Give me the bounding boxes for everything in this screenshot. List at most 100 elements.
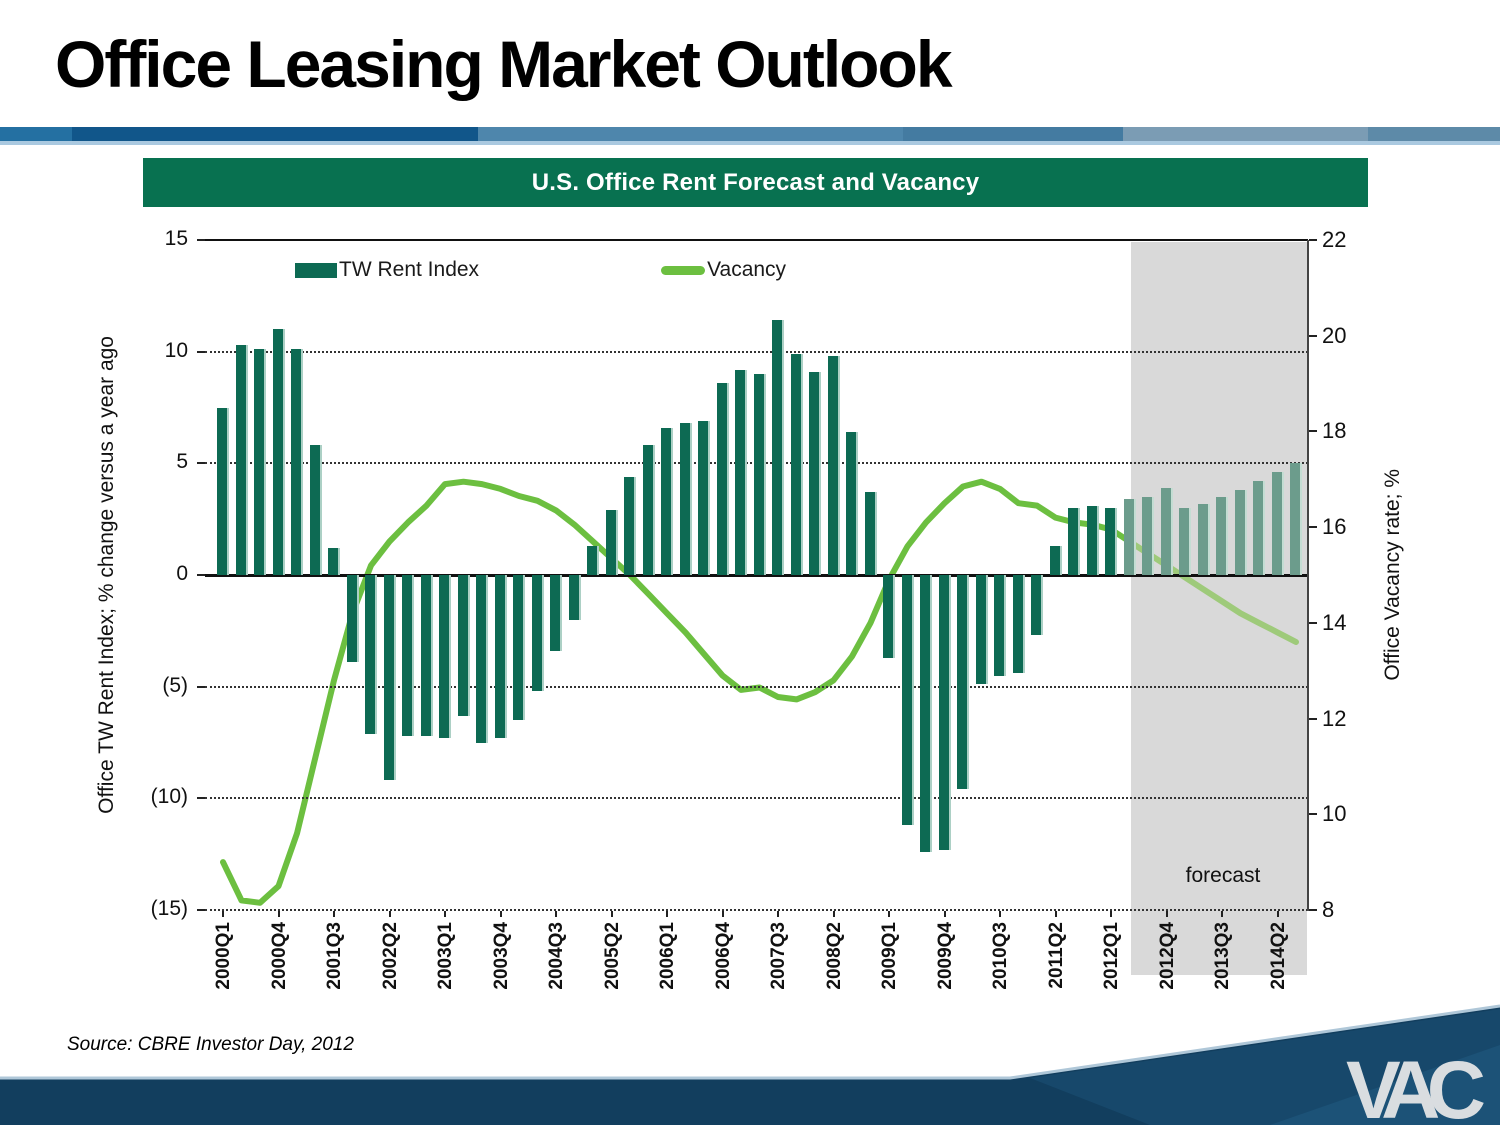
bar-2011Q4 — [1086, 505, 1099, 575]
bar-2003Q1 — [439, 575, 451, 739]
bar-2004Q3 — [550, 575, 562, 651]
page-title: Office Leasing Market Outlook — [55, 27, 953, 101]
right-axis-line — [1307, 240, 1309, 911]
bar-2010Q4 — [1012, 575, 1025, 674]
gridline--15 — [205, 909, 1308, 911]
right-tick-mark — [1309, 717, 1317, 720]
left-tick-0: 0 — [176, 562, 188, 585]
x-label-2012Q1: 2012Q1 — [1101, 922, 1122, 990]
chart-legend: TW Rent Index Vacancy — [295, 255, 786, 285]
x-tick-mark — [999, 911, 1001, 917]
x-tick-mark — [555, 911, 557, 917]
right-tick-mark — [1309, 526, 1317, 529]
source-note: Source: CBRE Investor Day, 2012 — [67, 1034, 354, 1055]
forecast-shaded-region — [1131, 242, 1307, 975]
bar-2002Q2 — [383, 575, 396, 781]
bar-2014Q2 — [1271, 472, 1284, 575]
bar-2012Q4 — [1160, 487, 1173, 575]
bar-2007Q1 — [735, 369, 747, 575]
bar-2003Q3 — [476, 575, 488, 743]
left-tick-mark — [197, 909, 205, 911]
x-label-2007Q3: 2007Q3 — [768, 922, 789, 990]
bar-2003Q2 — [457, 575, 470, 716]
left-tick-mark — [197, 350, 205, 353]
legend-label-vacancy: Vacancy — [707, 258, 787, 281]
x-label-2011Q2: 2011Q2 — [1045, 922, 1067, 989]
x-label-2013Q3: 2013Q3 — [1212, 922, 1233, 990]
right-tick-14: 14 — [1322, 609, 1347, 635]
right-tick-20: 20 — [1322, 322, 1347, 348]
x-label-2004Q3: 2004Q3 — [546, 922, 567, 990]
bar-2010Q3 — [994, 575, 1006, 676]
bar-2007Q4 — [790, 353, 803, 575]
bar-2014Q1 — [1253, 481, 1265, 575]
x-tick-mark — [1165, 911, 1168, 917]
left-tick-(10): (10) — [150, 785, 188, 809]
bar-2010Q1 — [957, 575, 969, 790]
bar-2001Q2 — [309, 445, 322, 575]
bar-2013Q4 — [1234, 490, 1247, 575]
plot-area — [205, 239, 1308, 911]
left-tick-(5): (5) — [162, 673, 188, 697]
bar-2004Q4 — [568, 575, 581, 620]
bar-2005Q2 — [605, 510, 618, 575]
vacancy-line-chart — [220, 478, 1299, 906]
x-tick-mark — [277, 911, 280, 917]
bar-2011Q2 — [1049, 545, 1062, 575]
vacancy-line-swatch-icon — [661, 265, 706, 275]
bar-2009Q3 — [920, 575, 932, 852]
bar-2012Q1 — [1105, 508, 1117, 575]
x-label-2008Q2: 2008Q2 — [823, 922, 845, 990]
x-tick-mark — [1221, 911, 1223, 917]
bar-2007Q2 — [753, 374, 766, 575]
footer-band — [0, 1004, 1500, 1125]
right-tick-12: 12 — [1322, 705, 1347, 731]
bar-2013Q2 — [1197, 503, 1210, 575]
forecast-label: forecast — [1185, 864, 1261, 887]
bar-2005Q3 — [624, 476, 636, 575]
x-tick-mark — [388, 911, 391, 917]
left-tick-mark — [197, 685, 205, 688]
left-tick-mark — [197, 239, 205, 241]
x-tick-mark — [721, 911, 724, 917]
bar-2002Q3 — [402, 575, 414, 736]
right-tick-mark — [1309, 239, 1317, 241]
x-label-2000Q4: 2000Q4 — [268, 922, 290, 990]
bar-2014Q3 — [1290, 463, 1302, 575]
vacancy-line-forecast — [1126, 538, 1299, 645]
x-tick-mark — [333, 911, 335, 917]
right-tick-22: 22 — [1322, 227, 1347, 252]
right-tick-mark — [1309, 430, 1317, 433]
bar-2000Q4 — [272, 329, 285, 575]
x-tick-mark — [777, 911, 779, 917]
x-label-2000Q1: 2000Q1 — [213, 922, 234, 990]
bar-2011Q1 — [1031, 575, 1043, 636]
bar-2002Q4 — [420, 575, 433, 736]
x-tick-mark — [1054, 911, 1057, 917]
right-tick-18: 18 — [1322, 418, 1347, 444]
x-tick-mark — [1110, 911, 1112, 917]
bar-2007Q3 — [772, 320, 784, 575]
gridline--10 — [205, 797, 1308, 800]
left-tick-(15): (15) — [150, 897, 188, 920]
right-tick-mark — [1309, 909, 1317, 911]
bar-2009Q4 — [938, 575, 951, 850]
x-label-2014Q2: 2014Q2 — [1267, 922, 1289, 990]
bar-2008Q1 — [809, 371, 821, 575]
bar-2000Q1 — [217, 407, 229, 575]
x-label-2006Q4: 2006Q4 — [712, 922, 734, 990]
x-label-2009Q4: 2009Q4 — [934, 922, 956, 990]
company-logo: VAC — [1346, 1045, 1486, 1125]
x-label-2010Q3: 2010Q3 — [990, 922, 1011, 990]
bar-2009Q2 — [901, 575, 914, 826]
bar-2006Q4 — [716, 382, 729, 575]
right-tick-mark — [1309, 334, 1317, 337]
right-axis-title: Office Vacancy rate; % — [1381, 469, 1404, 681]
bar-2009Q1 — [883, 575, 895, 658]
bar-2000Q2 — [235, 344, 248, 575]
vacancy-line-historical — [220, 478, 1133, 906]
bar-2001Q1 — [291, 349, 303, 575]
bar-2002Q1 — [365, 575, 377, 734]
bar-2004Q1 — [513, 575, 525, 721]
